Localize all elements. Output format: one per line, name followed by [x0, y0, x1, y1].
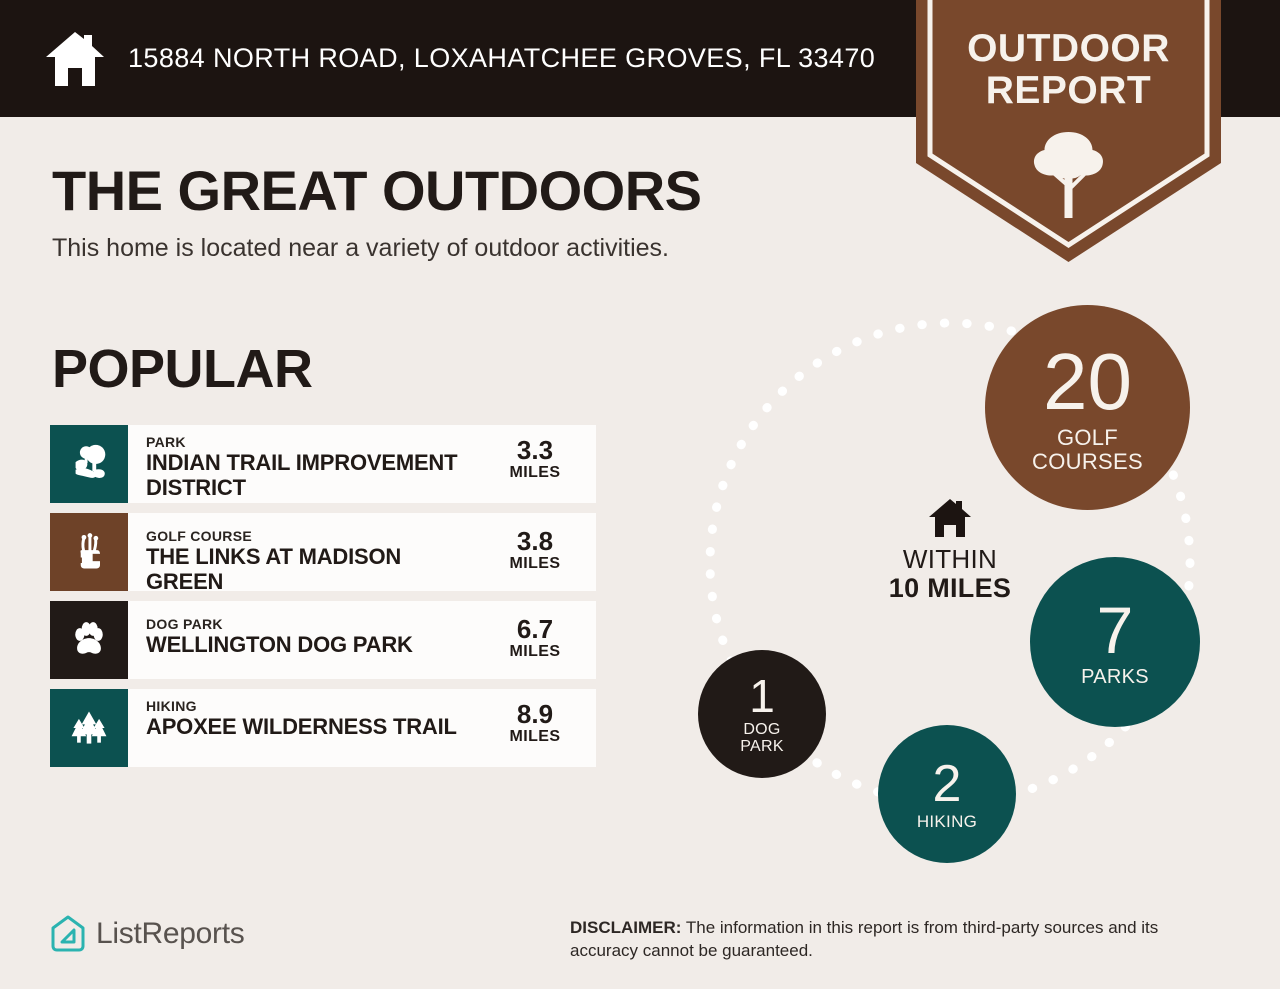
- listreports-logo-text: ListReports: [96, 917, 245, 950]
- listreports-logo[interactable]: ListReports: [50, 915, 245, 953]
- distance-value: 3.3: [516, 435, 554, 465]
- list-item-name: INDIAN TRAIL IMPROVEMENT DISTRICT: [146, 450, 458, 500]
- distance-unit: MILES: [509, 643, 561, 660]
- distance-unit: MILES: [509, 555, 561, 572]
- list-item-category: DOG PARK: [146, 616, 223, 632]
- badge-title: OUTDOOR REPORT: [916, 28, 1221, 112]
- house-icon: [44, 30, 106, 88]
- list-item-category: PARK: [146, 434, 186, 450]
- list-item-distance: 6.7 MILES: [486, 601, 596, 679]
- center-label-line1: WITHIN: [902, 544, 998, 574]
- list-item-category: HIKING: [146, 698, 197, 714]
- stat-label-line1: GOLF: [1056, 425, 1119, 451]
- list-item-distance: 8.9 MILES: [486, 689, 596, 767]
- stat-label: HIKING: [916, 811, 978, 831]
- disclaimer-label: DISCLAIMER:: [570, 918, 682, 937]
- distance-value: 3.8: [516, 526, 554, 556]
- list-item-text: DOG PARK WELLINGTON DOG PARK: [128, 601, 486, 679]
- property-address: 15884 NORTH ROAD, LOXAHATCHEE GROVES, FL…: [128, 43, 876, 73]
- list-item-name: WELLINGTON DOG PARK: [146, 632, 413, 657]
- stat-count: 7: [1096, 592, 1134, 667]
- list-item-text: GOLF COURSE THE LINKS AT MADISON GREEN: [128, 513, 486, 591]
- list-item[interactable]: DOG PARK WELLINGTON DOG PARK 6.7 MILES: [50, 601, 596, 679]
- popular-heading: POPULAR: [52, 339, 313, 399]
- list-item[interactable]: HIKING APOXEE WILDERNESS TRAIL 8.9 MILES: [50, 689, 596, 767]
- dotted-ring-connector: [705, 318, 1195, 808]
- park-trees-icon: [50, 425, 128, 503]
- listreports-house-icon: [50, 915, 86, 953]
- list-item[interactable]: PARK INDIAN TRAIL IMPROVEMENT DISTRICT 3…: [50, 425, 596, 503]
- stat-count: 2: [932, 754, 962, 813]
- diagram-center-label: WITHIN 10 MILES: [855, 497, 1045, 603]
- pine-trees-icon: [50, 689, 128, 767]
- disclaimer: DISCLAIMER: The information in this repo…: [570, 916, 1230, 962]
- page-subtitle: This home is located near a variety of o…: [52, 234, 669, 262]
- list-item-text: HIKING APOXEE WILDERNESS TRAIL: [128, 689, 486, 767]
- tree-icon: [1033, 132, 1104, 218]
- list-item-name: THE LINKS AT MADISON GREEN: [146, 544, 402, 591]
- stat-label: DOG PARK: [740, 720, 784, 756]
- stat-circle-hiking[interactable]: 2 HIKING: [878, 725, 1016, 863]
- disclaimer-text: The information in this report is from t…: [570, 918, 1159, 960]
- popular-list: PARK INDIAN TRAIL IMPROVEMENT DISTRICT 3…: [50, 425, 596, 777]
- list-item-category: GOLF COURSE: [146, 528, 252, 544]
- stat-count: 1: [749, 669, 775, 722]
- list-item-distance: 3.3 MILES: [486, 425, 596, 503]
- stat-label-line1: DOG: [743, 720, 781, 738]
- list-item-distance: 3.8 MILES: [486, 513, 596, 591]
- badge-title-line2: REPORT: [985, 69, 1152, 112]
- paw-print-icon: [50, 601, 128, 679]
- stat-label: PARKS: [1081, 665, 1149, 688]
- list-item-name: APOXEE WILDERNESS TRAIL: [146, 714, 457, 739]
- list-item[interactable]: GOLF COURSE THE LINKS AT MADISON GREEN 3…: [50, 513, 596, 591]
- center-label-line2: 10 MILES: [888, 573, 1012, 603]
- list-item-text: PARK INDIAN TRAIL IMPROVEMENT DISTRICT: [128, 425, 486, 503]
- house-icon: [927, 497, 973, 539]
- stat-label-line2: PARK: [740, 737, 784, 755]
- badge-title-line1: OUTDOOR: [967, 27, 1170, 70]
- within-10-miles-diagram: 20 GOLF COURSES 7 PARKS 2 HIKING 1 DOG P…: [620, 285, 1260, 865]
- stat-circle-parks[interactable]: 7 PARKS: [1030, 557, 1200, 727]
- stat-label: GOLF COURSES: [1032, 426, 1143, 472]
- distance-value: 8.9: [516, 699, 554, 729]
- page-title: THE GREAT OUTDOORS: [52, 159, 702, 222]
- stat-circle-dog-park[interactable]: 1 DOG PARK: [698, 650, 826, 778]
- outdoor-report-badge: OUTDOOR REPORT: [916, 0, 1221, 262]
- distance-unit: MILES: [509, 464, 561, 481]
- golf-bag-icon: [50, 513, 128, 591]
- stat-count: 20: [1043, 337, 1132, 427]
- distance-unit: MILES: [509, 728, 561, 745]
- distance-value: 6.7: [516, 614, 554, 644]
- stat-label-line2: COURSES: [1032, 448, 1143, 474]
- stat-circle-golf-courses[interactable]: 20 GOLF COURSES: [985, 305, 1190, 510]
